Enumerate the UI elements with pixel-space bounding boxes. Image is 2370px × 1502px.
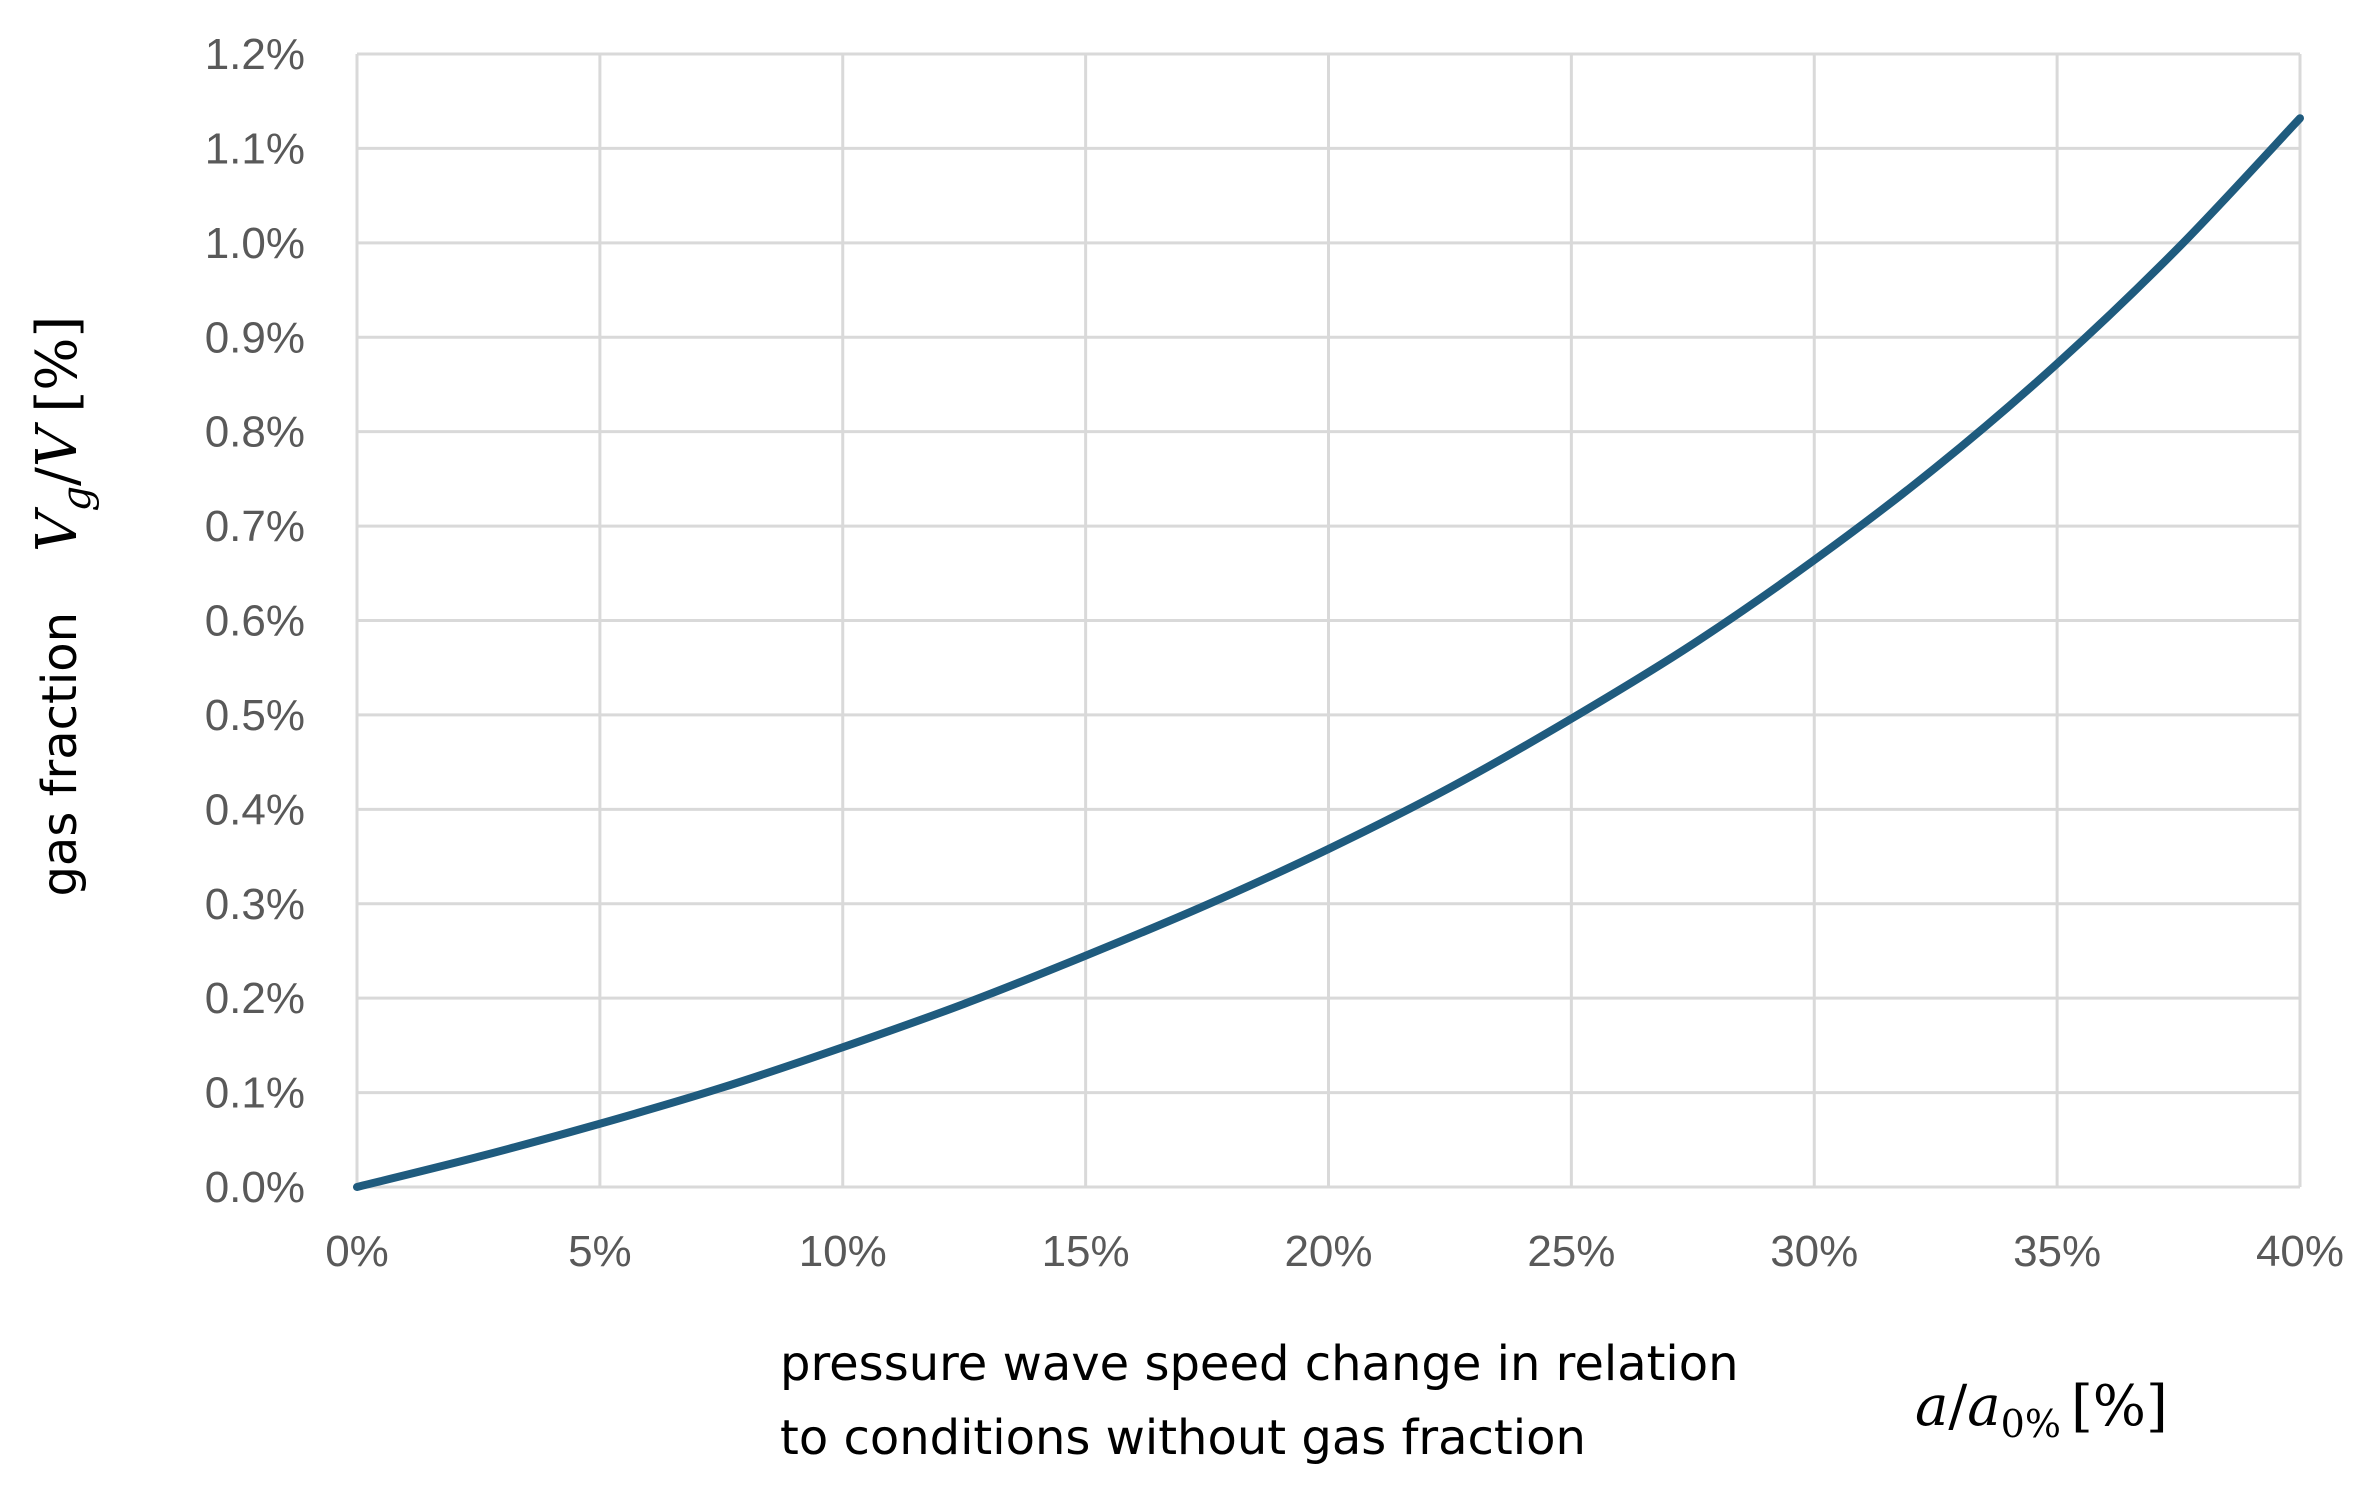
y-tick-label: 1.2% xyxy=(205,30,305,79)
x-tick-label: 40% xyxy=(2256,1227,2344,1276)
x-tick-label: 20% xyxy=(1284,1227,1372,1276)
x-symbol-a: a xyxy=(1915,1374,1948,1439)
y-axis-symbol: Vg/V[%] xyxy=(25,316,100,552)
series-group xyxy=(353,114,2304,1191)
y-symbol-unit: [%] xyxy=(25,316,90,413)
y-tick-label: 0.4% xyxy=(205,785,305,834)
y-tick-label: 0.5% xyxy=(205,691,305,740)
x-tick-label: 10% xyxy=(799,1227,887,1276)
y-tick-label: 0.9% xyxy=(205,313,305,362)
x-tick-label: 15% xyxy=(1042,1227,1130,1276)
x-gridlines xyxy=(355,54,2302,1187)
x-tick-label: 25% xyxy=(1527,1227,1615,1276)
y-tick-label: 0.0% xyxy=(205,1163,305,1212)
x-symbol-a0: a xyxy=(1967,1374,2000,1439)
y-tick-label: 0.1% xyxy=(205,1069,305,1118)
x-symbol-sub: 0% xyxy=(2001,1402,2061,1446)
y-axis-label: gas fraction Vg/V[%] xyxy=(25,316,100,897)
y-tick-label: 0.2% xyxy=(205,974,305,1023)
x-axis-title-line1: pressure wave speed change in relation xyxy=(780,1336,1739,1392)
y-symbol-slash: / xyxy=(25,467,90,486)
y-tick-label: 0.8% xyxy=(205,408,305,457)
y-axis-title: gas fraction xyxy=(32,612,88,897)
x-axis-title-line2: to conditions without gas fraction xyxy=(780,1410,1586,1466)
x-axis-symbol: a/a0% [%] xyxy=(1915,1374,2168,1446)
x-tick-label: 0% xyxy=(325,1227,389,1276)
x-symbol-slash: / xyxy=(1948,1374,1967,1439)
y-tick-labels: 0.0% 0.1% 0.2% 0.3% 0.4% 0.5% 0.6% 0.7% 0.8% 0.9%… xyxy=(205,30,305,1212)
y-tick-label: 1.0% xyxy=(205,219,305,268)
y-tick-label: 0.3% xyxy=(205,880,305,929)
x-symbol-unit: [%] xyxy=(2071,1374,2168,1439)
x-tick-label: 35% xyxy=(2013,1227,2101,1276)
y-symbol-sub: g xyxy=(54,486,100,512)
y-symbol-v: V xyxy=(25,506,90,552)
y-tick-label: 0.6% xyxy=(205,597,305,646)
x-tick-label: 5% xyxy=(568,1227,632,1276)
x-tick-labels: 0% 5% 10% 15% 20% 25% 30% 35% 40% xyxy=(325,1227,2344,1276)
series-line xyxy=(353,114,2304,1191)
y-tick-label: 0.7% xyxy=(205,502,305,551)
x-tick-label: 30% xyxy=(1770,1227,1858,1276)
y-symbol-V: V xyxy=(25,421,90,467)
y-tick-label: 1.1% xyxy=(205,124,305,173)
